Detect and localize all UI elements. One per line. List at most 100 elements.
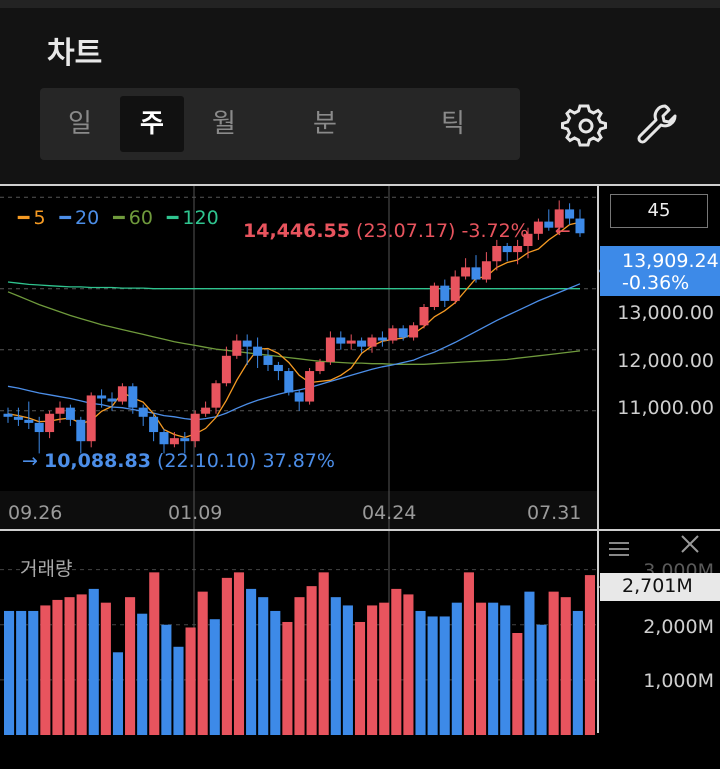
candle: [242, 340, 252, 347]
candle: [544, 221, 554, 228]
volume-bar: [536, 624, 547, 735]
candle: [180, 438, 190, 442]
volume-chart[interactable]: [0, 531, 597, 735]
candle: [461, 267, 471, 277]
candle: [533, 221, 543, 234]
volume-bar: [4, 610, 15, 735]
price-chart[interactable]: [0, 185, 597, 530]
candle: [440, 285, 450, 301]
volume-bar: [149, 572, 160, 735]
candle: [107, 398, 117, 402]
candle-count-input[interactable]: 45: [610, 194, 708, 228]
volume-bar: [500, 605, 511, 735]
volume-bar: [185, 627, 196, 735]
candle: [284, 371, 294, 393]
volume-bar: [524, 591, 535, 735]
current-price-tag: 13,909.24 -0.36%: [600, 246, 720, 296]
candle: [367, 337, 377, 347]
volume-bar: [354, 621, 366, 735]
high-price-marker: 14,446.55 (23.07.17) -3.72% ←: [243, 220, 571, 242]
volume-bar: [512, 633, 523, 735]
volume-bar: [342, 605, 353, 735]
volume-bar: [439, 616, 450, 735]
close-icon[interactable]: [680, 534, 700, 554]
candle: [13, 416, 23, 420]
ma-legend: ━ 5 ━ 20 ━ 60 ━ 120: [18, 207, 227, 229]
ma60-line: [7, 291, 581, 365]
volume-bar: [64, 597, 75, 735]
volume-bar: [294, 597, 305, 735]
volume-bar: [451, 602, 462, 735]
vol-tick-2000: 2,000M: [643, 616, 714, 638]
period-tab-week[interactable]: 주: [120, 96, 184, 152]
volume-bar: [16, 610, 27, 735]
candle: [55, 407, 65, 414]
volume-bar: [52, 599, 63, 735]
left-arrow-icon: ←: [554, 220, 571, 242]
candle: [169, 438, 179, 445]
candle: [523, 233, 533, 246]
candle: [409, 325, 419, 338]
candle: [253, 346, 263, 356]
page-title: 차트: [47, 36, 103, 71]
period-tab-month[interactable]: 월: [212, 109, 236, 139]
x-tick-0109: 01.09: [168, 502, 223, 524]
current-price: 13,909.24: [622, 250, 719, 272]
volume-bar: [161, 624, 172, 735]
volume-bar: [173, 646, 184, 735]
volume-bar: [88, 588, 99, 735]
candle: [346, 340, 356, 344]
volume-bar: [270, 610, 281, 735]
candle: [502, 246, 512, 253]
volume-bar: [76, 594, 87, 735]
gear-icon[interactable]: [560, 100, 608, 148]
candle: [3, 413, 13, 417]
candle: [117, 386, 127, 402]
volume-bar: [28, 610, 39, 735]
right-arrow-icon: →: [22, 450, 38, 472]
volume-bar: [379, 602, 390, 735]
wrench-icon[interactable]: [632, 100, 680, 148]
chart-separator: [0, 529, 720, 531]
candle: [325, 337, 335, 362]
volume-bar: [318, 572, 329, 735]
candle: [554, 209, 564, 228]
period-tab-day[interactable]: 일: [68, 109, 92, 139]
volume-bar: [233, 572, 245, 735]
candle: [263, 355, 273, 365]
candle: [388, 328, 398, 341]
candle: [315, 361, 325, 372]
period-tab-minute[interactable]: 분: [313, 109, 337, 139]
current-volume: 2,701M: [622, 575, 693, 597]
period-tab-tick[interactable]: 틱: [441, 109, 465, 139]
candle: [45, 413, 55, 433]
volume-bar: [112, 652, 124, 735]
price-chart-panel[interactable]: [0, 185, 720, 530]
volume-bar: [100, 602, 111, 735]
candle: [471, 267, 481, 280]
x-tick-0731: 07.31: [527, 502, 582, 524]
volume-bar: [403, 594, 414, 735]
candle: [398, 328, 408, 338]
axis-separator: [597, 185, 599, 733]
legend-ma60: ━ 60: [113, 207, 153, 229]
volume-title: 거래량: [20, 558, 73, 580]
candle: [481, 261, 491, 280]
candle: [86, 395, 96, 442]
candle: [138, 407, 148, 417]
x-axis-band: [0, 491, 597, 530]
ma20-line: [7, 283, 581, 421]
candle: [232, 340, 242, 356]
candle: [24, 419, 34, 423]
vol-tick-1000: 1,000M: [643, 670, 714, 692]
volume-bar: [463, 572, 474, 735]
candle: [565, 209, 575, 219]
candle: [357, 340, 367, 347]
candle: [294, 392, 304, 402]
candle: [76, 419, 86, 442]
volume-bar: [40, 605, 51, 735]
menu-icon[interactable]: [608, 540, 630, 558]
volume-bar: [197, 591, 208, 735]
candle: [450, 276, 460, 301]
candle: [97, 395, 107, 399]
